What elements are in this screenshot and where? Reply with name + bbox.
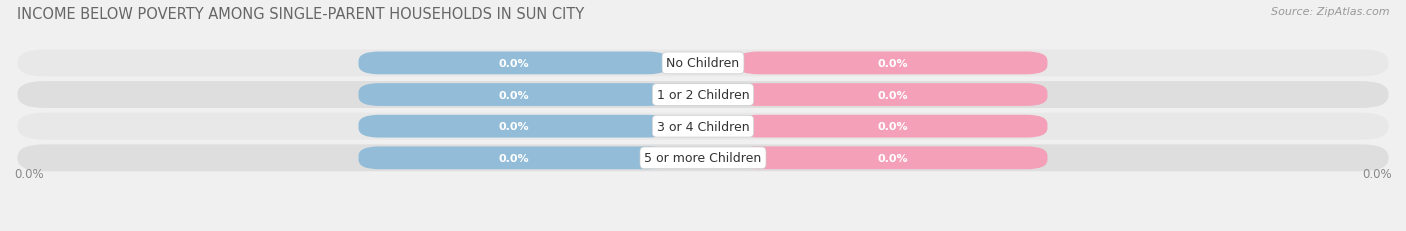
FancyBboxPatch shape	[359, 115, 669, 138]
Text: 0.0%: 0.0%	[877, 153, 908, 163]
FancyBboxPatch shape	[738, 84, 1047, 106]
FancyBboxPatch shape	[738, 115, 1047, 138]
Text: Source: ZipAtlas.com: Source: ZipAtlas.com	[1271, 7, 1389, 17]
Text: 0.0%: 0.0%	[14, 167, 44, 180]
FancyBboxPatch shape	[738, 147, 1047, 170]
Text: 5 or more Children: 5 or more Children	[644, 152, 762, 165]
FancyBboxPatch shape	[17, 50, 1389, 77]
Text: 0.0%: 0.0%	[877, 90, 908, 100]
FancyBboxPatch shape	[359, 147, 669, 170]
Text: 0.0%: 0.0%	[498, 122, 529, 132]
Text: 0.0%: 0.0%	[877, 59, 908, 69]
Text: 0.0%: 0.0%	[877, 122, 908, 132]
Text: No Children: No Children	[666, 57, 740, 70]
Text: 1 or 2 Children: 1 or 2 Children	[657, 89, 749, 102]
FancyBboxPatch shape	[17, 113, 1389, 140]
FancyBboxPatch shape	[359, 84, 669, 106]
Text: 0.0%: 0.0%	[1362, 167, 1392, 180]
Text: 0.0%: 0.0%	[498, 59, 529, 69]
FancyBboxPatch shape	[17, 145, 1389, 171]
FancyBboxPatch shape	[359, 52, 669, 75]
Text: 0.0%: 0.0%	[498, 90, 529, 100]
FancyBboxPatch shape	[738, 52, 1047, 75]
FancyBboxPatch shape	[17, 82, 1389, 109]
Text: 3 or 4 Children: 3 or 4 Children	[657, 120, 749, 133]
Text: 0.0%: 0.0%	[498, 153, 529, 163]
Text: INCOME BELOW POVERTY AMONG SINGLE-PARENT HOUSEHOLDS IN SUN CITY: INCOME BELOW POVERTY AMONG SINGLE-PARENT…	[17, 7, 583, 22]
